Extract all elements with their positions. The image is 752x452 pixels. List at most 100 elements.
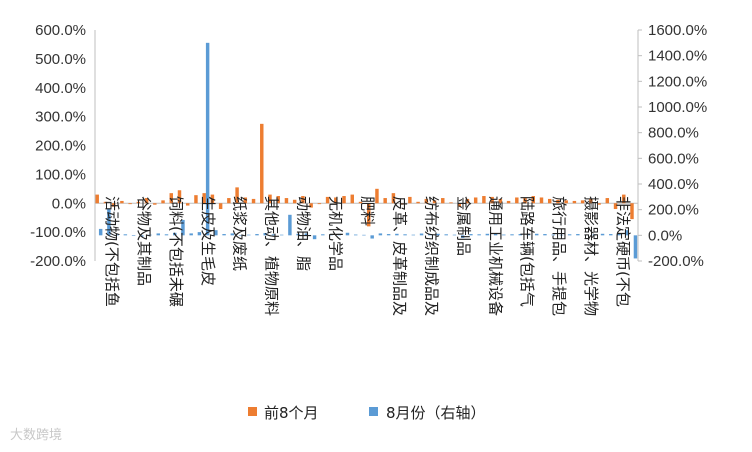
bar-series-1 [572, 200, 577, 204]
bar-series-1 [177, 190, 182, 204]
bar-series-2 [296, 233, 300, 236]
bar-series-2 [255, 234, 259, 236]
bar-series-2 [123, 234, 128, 236]
left-tick-label: 100.0% [35, 166, 86, 183]
right-tick-label: 1200.0% [648, 73, 707, 90]
bar-series-1 [408, 196, 412, 204]
bar-series-1 [564, 200, 568, 204]
category-label: 肥料 [359, 196, 377, 226]
right-tick-label: 400.0% [648, 176, 699, 193]
bar-series-2 [386, 234, 391, 236]
bar-series-1 [523, 198, 527, 204]
category-label: 饲料(不包括未碾 [167, 196, 185, 307]
left-tick-label: 200.0% [35, 138, 86, 155]
bar-series-2 [543, 234, 547, 236]
bar-series-1 [358, 201, 363, 204]
bar-series-1 [465, 198, 470, 204]
bar-series-2 [197, 232, 202, 236]
legend-label-series-1: 前8个月 [264, 404, 319, 422]
bar-series-2 [378, 233, 383, 236]
right-tick-label: 1600.0% [648, 22, 707, 39]
bar-series-1 [243, 197, 248, 204]
bar-series-2 [600, 233, 605, 236]
bar-series-1 [630, 203, 634, 220]
bar-series-1 [589, 198, 593, 204]
category-label: 动物油、脂 [295, 196, 313, 271]
bar-series-1 [202, 193, 206, 204]
left-tick-label: 0.0% [52, 195, 86, 212]
bar-series-1 [391, 193, 396, 204]
bar-series-2 [164, 234, 169, 236]
bar-series-1 [227, 198, 231, 204]
bar-series-2 [172, 232, 177, 236]
legend-swatch-series-2 [369, 407, 378, 416]
bar-series-1 [301, 196, 305, 204]
bar-series-1 [531, 196, 535, 204]
bar-series-1 [605, 198, 610, 204]
left-tick-label: -100.0% [30, 224, 86, 241]
category-label: 谷物及其制品 [135, 196, 153, 286]
category-label: 摄影器材、光学物 [582, 196, 600, 316]
bar-series-2 [304, 233, 309, 236]
bar-series-1 [539, 197, 544, 204]
bar-series-1 [613, 203, 618, 210]
bar-series-1 [111, 203, 116, 207]
right-tick-label: -200.0% [648, 253, 704, 270]
right-tick-label: 200.0% [648, 202, 699, 219]
category-label: 非法定硬币(不包 [614, 196, 632, 307]
bar-series-2 [148, 234, 152, 236]
bar-series-1 [506, 200, 511, 204]
bar-series-2 [279, 234, 284, 236]
bar-series-2 [436, 233, 440, 236]
bar-series-1 [547, 198, 552, 204]
bar-series-2 [510, 234, 514, 236]
legend: 前8个月 8月份（右轴） [248, 404, 486, 422]
bar-series-1 [153, 203, 157, 205]
right-tick-label: 800.0% [648, 125, 699, 142]
left-tick-label: 400.0% [35, 80, 86, 97]
bar-series-1 [490, 196, 494, 204]
bar-series-2 [370, 235, 374, 239]
bar-series-1 [136, 201, 141, 204]
bar-series-1 [103, 201, 108, 204]
bar-series-1 [120, 200, 124, 204]
bar-series-2 [411, 234, 416, 236]
bar-series-2 [271, 234, 276, 236]
bar-series-2 [592, 234, 597, 236]
bar-series-1 [210, 194, 215, 204]
bar-series-1 [342, 196, 346, 204]
bar-series-2 [205, 42, 210, 236]
bar-series-1 [260, 123, 264, 204]
bar-series-2 [353, 234, 358, 236]
bar-series-1 [622, 194, 626, 204]
bar-series-1 [251, 198, 256, 204]
bar-series-1 [416, 201, 420, 204]
legend-label-series-2: 8月份（右轴） [386, 404, 486, 422]
bar-series-2 [329, 234, 333, 236]
bar-series-2 [263, 233, 267, 236]
bar-series-2 [444, 234, 448, 236]
category-label: 金属制品 [454, 196, 472, 256]
bar-series-2 [362, 234, 366, 236]
bar-series-1 [218, 203, 223, 210]
bar-series-2 [419, 233, 424, 236]
bar-series-1 [556, 199, 560, 204]
left-tick-label: 300.0% [35, 109, 86, 126]
bar-series-1 [383, 198, 387, 204]
bar-series-2 [403, 234, 407, 236]
bar-series-2 [460, 235, 465, 238]
bar-series-2 [584, 234, 588, 236]
bar-series-2 [337, 233, 341, 236]
bar-series-2 [189, 233, 193, 236]
bar-series-1 [473, 197, 478, 204]
bar-series-1 [375, 188, 379, 204]
category-label: 无机化学品 [327, 196, 345, 271]
bar-series-2 [428, 234, 432, 236]
left-tick-label: 600.0% [35, 22, 86, 39]
bar-series-2 [576, 234, 580, 236]
bar-series-1 [482, 196, 486, 204]
bar-series-1 [317, 203, 322, 205]
bar-series-2 [609, 234, 613, 236]
bar-series-2 [238, 235, 243, 236]
bar-series-2 [140, 235, 144, 237]
